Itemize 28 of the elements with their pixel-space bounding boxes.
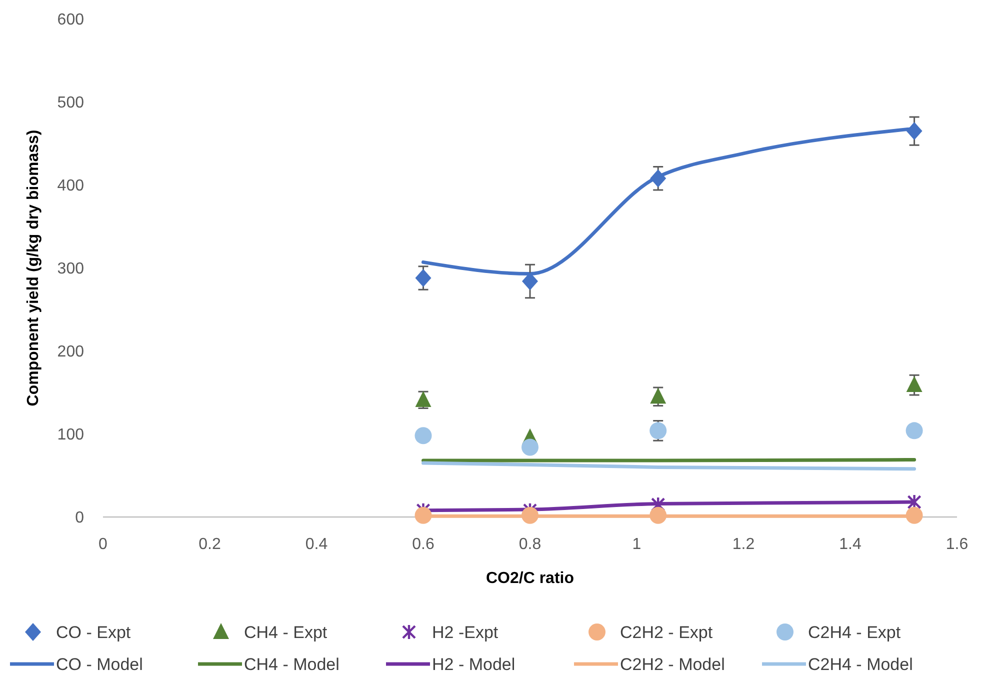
x-tick-label: 0.2 — [198, 536, 221, 553]
x-tick-label: 0 — [98, 536, 108, 553]
x-tick-label: 0.4 — [305, 536, 328, 553]
legend-label: C2H4 - Expt — [808, 622, 901, 642]
legend-label: CH4 - Model — [244, 654, 340, 674]
y-tick-label: 500 — [57, 94, 84, 112]
legend-label: C2H4 - Model — [808, 654, 913, 674]
legend-label: C2H2 - Expt — [620, 622, 713, 642]
y-tick-label: 400 — [57, 178, 84, 195]
legend-label: C2H2 - Model — [620, 654, 725, 674]
y-tick-label: 100 — [57, 426, 84, 444]
legend-label: CO - Model — [56, 654, 143, 674]
y-axis-title: Component yield (g/kg dry biomass) — [25, 130, 42, 406]
y-tick-label: 200 — [57, 344, 84, 361]
y-tick-label: 0 — [75, 510, 84, 527]
y-tick-label: 600 — [57, 12, 84, 29]
x-tick-label: 1.2 — [732, 536, 755, 553]
legend-label: CH4 - Expt — [244, 622, 328, 642]
x-tick-label: 1 — [632, 536, 642, 553]
legend-label: H2 - Model — [432, 654, 516, 674]
x-tick-label: 0.8 — [518, 536, 542, 553]
legend-label: CO - Expt — [56, 622, 131, 642]
x-axis-title: CO2/C ratio — [486, 570, 574, 587]
x-tick-label: 1.4 — [839, 536, 862, 553]
legend-label: H2 -Expt — [432, 622, 498, 642]
y-tick-label: 300 — [57, 260, 84, 278]
x-tick-label: 1.6 — [946, 536, 968, 553]
x-tick-label: 0.6 — [412, 536, 434, 553]
